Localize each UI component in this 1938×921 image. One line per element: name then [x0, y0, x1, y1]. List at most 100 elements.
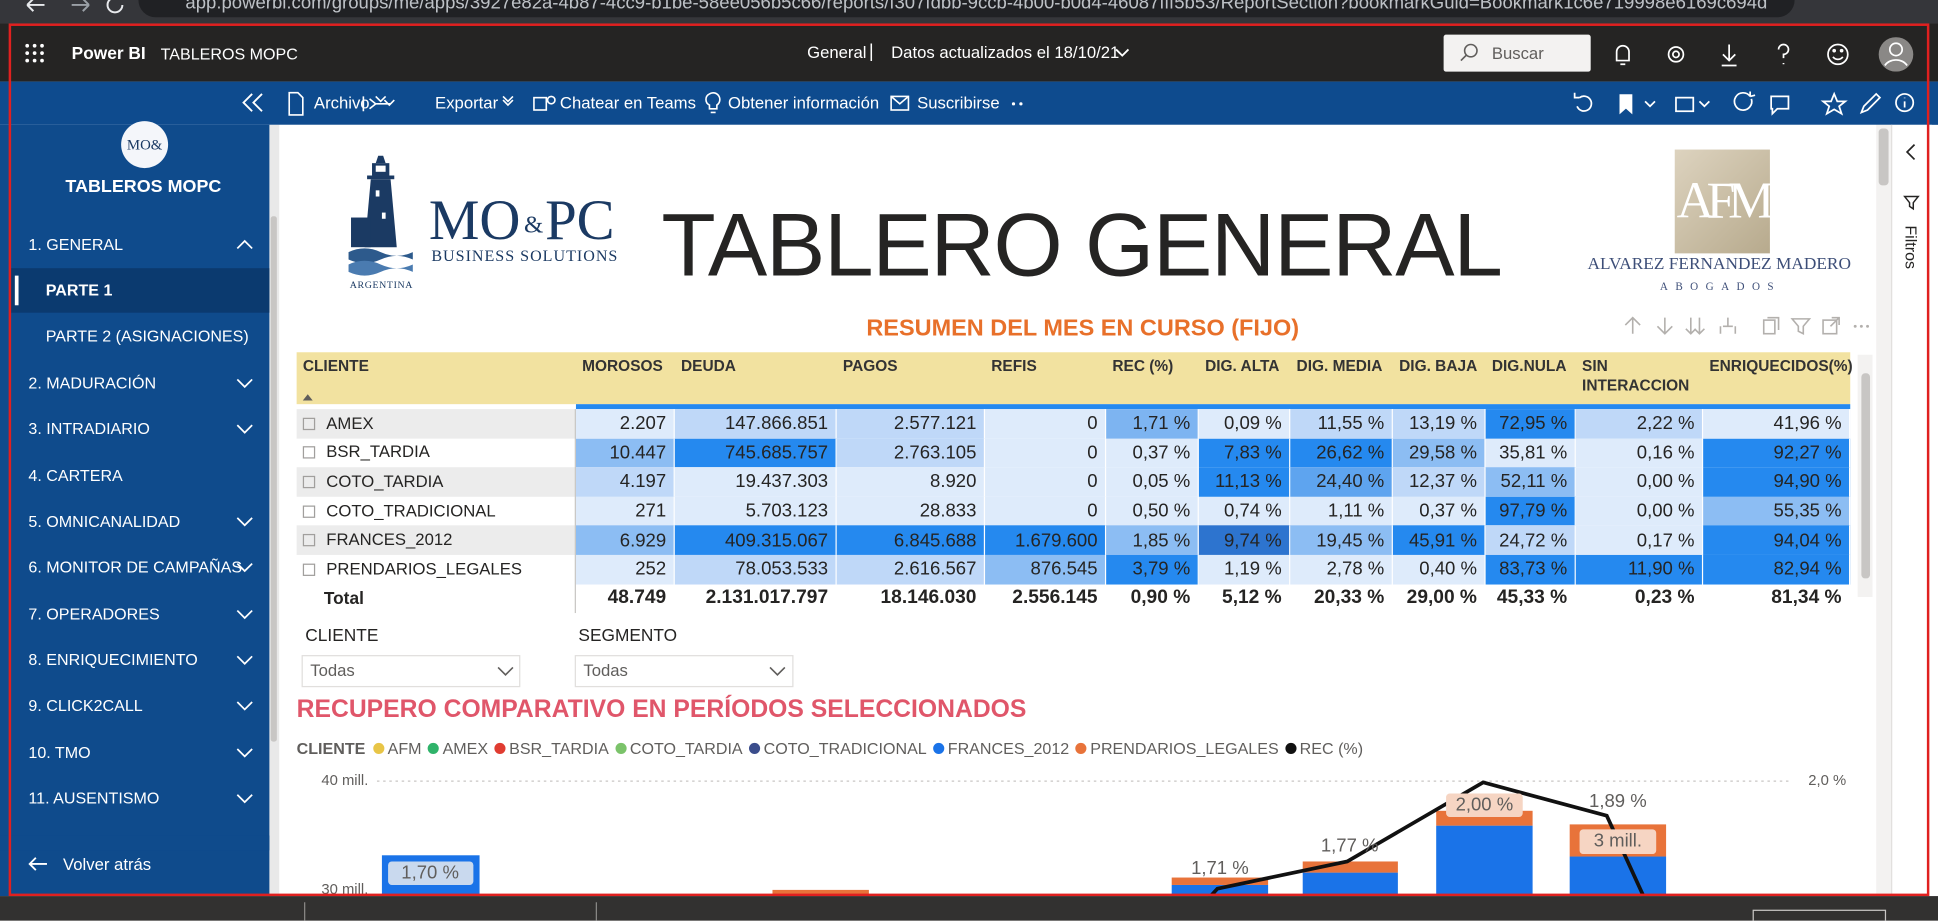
legend-item[interactable]: FRANCES_2012	[932, 739, 1069, 758]
nav-item[interactable]: PARTE 1	[45, 280, 113, 300]
filters-icons[interactable]	[1901, 141, 1923, 215]
back-link[interactable]: Volver atrás	[63, 855, 152, 874]
column-header[interactable]: DIG. BAJA	[1399, 357, 1478, 375]
data-cell: 83,73 %	[1485, 554, 1576, 585]
slicer-chevron[interactable]	[496, 664, 516, 679]
expand-icon[interactable]	[302, 534, 316, 547]
data-cell: 11,90 %	[1575, 554, 1704, 585]
data-updated[interactable]: Datos actualizados el 18/10/21	[891, 43, 1120, 62]
legend-label: REC (%)	[1299, 739, 1364, 758]
bottom-control[interactable]	[1752, 909, 1887, 921]
nav-item[interactable]: 8. ENRIQUECIMIENTO	[28, 650, 198, 669]
data-label: 1,77 %	[1321, 835, 1379, 856]
data-cell: 1,11 %	[1290, 496, 1393, 526]
menu-insights[interactable]: Obtener información	[727, 93, 880, 113]
slicer-dropdown[interactable]	[301, 655, 521, 688]
bottom-divider	[595, 902, 597, 921]
slicer-chevron[interactable]	[768, 664, 788, 679]
toolbar-right-icons[interactable]	[1570, 89, 1928, 119]
topbar-icons[interactable]	[1607, 37, 1928, 72]
app-launcher[interactable]	[25, 43, 45, 63]
canvas-scrollbar[interactable]	[1876, 124, 1892, 897]
expand-icon[interactable]	[302, 417, 316, 430]
expand-icon[interactable]	[302, 475, 316, 489]
nav-item[interactable]: 2. MADURACIÓN	[28, 373, 157, 393]
filters-label[interactable]: Filtros	[1901, 225, 1921, 270]
slicer-dropdown[interactable]	[574, 655, 794, 688]
nav-item[interactable]: 4. CARTERA	[28, 466, 123, 485]
nav-item[interactable]: 5. OMNICANALIDAD	[28, 511, 181, 531]
column-header[interactable]: DEUDA	[681, 357, 736, 375]
column-header[interactable]: SIN INTERACCION	[1582, 357, 1690, 395]
column-header[interactable]: ENRIQUECIDOS(%)	[1709, 357, 1853, 375]
legend-item[interactable]: COTO_TARDIA	[615, 739, 743, 758]
nav-item[interactable]: 3. INTRADIARIO	[28, 419, 150, 438]
nav-item[interactable]: PARTE 2 (ASIGNACIONES)	[45, 326, 249, 346]
nav-item[interactable]: 1. GENERAL	[28, 235, 124, 254]
sort-indicator[interactable]	[302, 392, 314, 402]
back-icon[interactable]	[27, 854, 49, 874]
legend-item[interactable]: AMEX	[427, 739, 488, 758]
data-cell: 7,83 %	[1198, 438, 1291, 468]
expand-icon[interactable]	[302, 505, 316, 518]
nav-item[interactable]: 6. MONITOR DE CAMPAÑAS	[28, 557, 243, 577]
nav-item[interactable]: 7. OPERADORES	[28, 604, 160, 624]
exportar-chevron[interactable]	[501, 94, 516, 106]
nav-item[interactable]: 10. TMO	[28, 743, 91, 762]
bar[interactable]	[1171, 884, 1269, 897]
visual-header-icons[interactable]	[1619, 314, 1872, 339]
menu-exportar[interactable]: Exportar	[435, 93, 499, 113]
expand-icon[interactable]	[302, 446, 316, 460]
legend-item[interactable]: PRENDARIOS_LEGALES	[1075, 739, 1279, 758]
nav-item[interactable]: 9. CLICK2CALL	[28, 696, 143, 715]
search-placeholder[interactable]: Buscar	[1491, 44, 1544, 63]
slicer-value[interactable]: Todas	[310, 661, 355, 680]
nav-item[interactable]: 11. AUSENTISMO	[28, 788, 160, 808]
menu-archivo[interactable]: Archivo	[313, 93, 370, 113]
row-label-bg	[296, 409, 576, 439]
nav-chevrons[interactable]	[232, 222, 257, 815]
bar[interactable]	[772, 889, 869, 897]
table-scroll-thumb[interactable]	[1861, 373, 1871, 579]
collapse-nav[interactable]	[241, 91, 266, 113]
canvas-scroll-thumb[interactable]	[1878, 128, 1889, 186]
menu-subscribe[interactable]: Suscribirse	[917, 93, 1000, 113]
legend-item[interactable]: BSR_TARDIA	[494, 739, 609, 758]
column-header[interactable]: DIG. MEDIA	[1296, 357, 1383, 375]
bar[interactable]	[1302, 872, 1398, 897]
row-label-bg	[296, 525, 576, 555]
updated-chevron[interactable]	[1112, 46, 1132, 61]
column-header[interactable]: REFIS	[991, 357, 1037, 375]
column-header[interactable]: DIG.NULA	[1491, 357, 1567, 375]
slicer-value[interactable]: Todas	[583, 661, 628, 680]
data-cell: 0,09 %	[1198, 409, 1291, 439]
column-header[interactable]: REC (%)	[1112, 357, 1174, 375]
address-field[interactable]	[138, 0, 1795, 18]
expand-icon[interactable]	[302, 563, 316, 576]
separator: |	[868, 40, 874, 62]
sidebar-scrollbar[interactable]	[270, 216, 277, 742]
archivo-chevron[interactable]	[373, 94, 388, 106]
row-label: COTO_TARDIA	[326, 472, 444, 491]
legend-item[interactable]: REC (%)	[1284, 739, 1364, 758]
column-header[interactable]: PAGOS	[842, 357, 898, 375]
column-header[interactable]: CLIENTE	[302, 357, 369, 375]
column-header[interactable]: MOROSOS	[582, 357, 663, 375]
filters-pane[interactable]	[1891, 124, 1932, 897]
product-name[interactable]: Power BI	[71, 42, 146, 63]
data-cell: 9,74 %	[1198, 525, 1291, 555]
search-box[interactable]	[1443, 34, 1591, 72]
total-cell: 48.749	[575, 584, 675, 614]
legend-item[interactable]: AFM	[372, 739, 422, 758]
legend-item[interactable]: COTO_TRADICIONAL	[748, 739, 927, 758]
bar[interactable]	[1436, 825, 1533, 897]
bar[interactable]	[1302, 861, 1398, 873]
column-header[interactable]: DIG. ALTA	[1205, 357, 1280, 375]
data-cell: 0,00 %	[1575, 467, 1704, 497]
bar[interactable]	[1569, 856, 1667, 897]
bar[interactable]	[1171, 877, 1269, 885]
label-box	[1446, 793, 1523, 817]
menu-teams[interactable]: Chatear en Teams	[559, 93, 696, 113]
url[interactable]: app.powerbi.com/groups/me/apps/3927e82a-…	[185, 0, 1768, 14]
workspace-name[interactable]: TABLEROS MOPC	[160, 44, 298, 64]
